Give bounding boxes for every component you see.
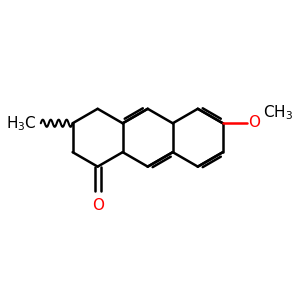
Text: O: O xyxy=(248,115,260,130)
Text: O: O xyxy=(92,198,104,213)
Text: CH$_3$: CH$_3$ xyxy=(263,104,293,122)
Text: H$_3$C: H$_3$C xyxy=(6,114,36,133)
